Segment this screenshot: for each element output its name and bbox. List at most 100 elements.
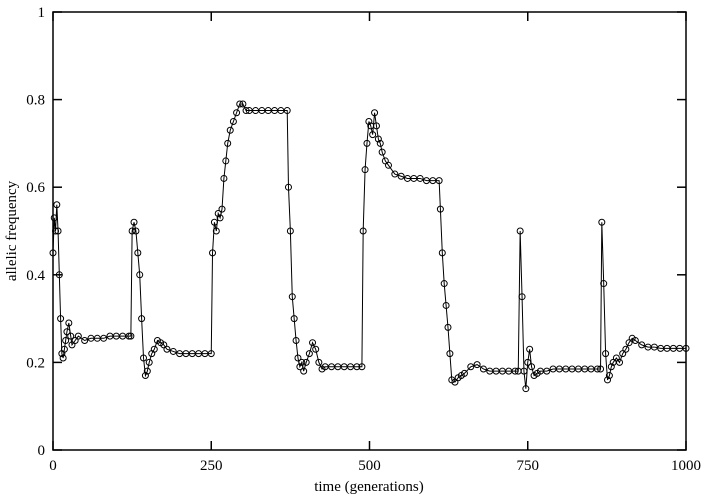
- point: [52, 227, 60, 235]
- point: [60, 345, 68, 353]
- x-axis-label: time (generations): [314, 479, 424, 495]
- point: [212, 227, 220, 235]
- point: [631, 337, 639, 344]
- point: [296, 363, 304, 371]
- point: [224, 139, 232, 147]
- point: [602, 350, 610, 358]
- point: [65, 319, 73, 327]
- point: [226, 126, 234, 134]
- point: [242, 107, 250, 115]
- point: [682, 344, 690, 352]
- point: [53, 201, 61, 209]
- point: [518, 293, 526, 301]
- point: [300, 367, 308, 375]
- point: [55, 271, 63, 279]
- point: [391, 170, 399, 178]
- point: [359, 227, 367, 235]
- point: [132, 227, 140, 235]
- point: [436, 205, 444, 213]
- point: [444, 323, 452, 331]
- y-tick-label: 1: [38, 5, 46, 21]
- point: [233, 109, 241, 117]
- x-tick-label: 500: [358, 458, 381, 474]
- point: [294, 354, 302, 362]
- point: [222, 157, 230, 165]
- point: [361, 166, 369, 174]
- point: [286, 227, 294, 235]
- point: [125, 332, 133, 340]
- point: [127, 332, 135, 340]
- point: [81, 337, 89, 344]
- point: [526, 345, 534, 353]
- y-tick-label: 0.2: [26, 355, 45, 371]
- point: [516, 227, 524, 235]
- point: [522, 385, 530, 393]
- point: [416, 174, 424, 182]
- point: [169, 347, 177, 355]
- point: [438, 249, 446, 257]
- point: [593, 365, 601, 373]
- x-tick-label: 250: [200, 458, 223, 474]
- point: [236, 100, 244, 108]
- point: [220, 174, 228, 182]
- point: [283, 107, 291, 115]
- point: [57, 315, 65, 323]
- point: [397, 172, 405, 180]
- point: [136, 271, 144, 279]
- point: [598, 218, 606, 226]
- point: [49, 249, 57, 257]
- point: [150, 345, 158, 353]
- point: [353, 363, 361, 371]
- point: [140, 354, 148, 362]
- point: [298, 358, 306, 366]
- point: [371, 109, 379, 117]
- point: [214, 209, 222, 217]
- point: [446, 350, 454, 358]
- point: [207, 350, 215, 358]
- point: [143, 367, 151, 375]
- point: [467, 363, 475, 371]
- point: [374, 135, 382, 143]
- point: [622, 345, 630, 353]
- point: [134, 249, 142, 257]
- point: [604, 376, 612, 384]
- point: [442, 301, 450, 309]
- point: [376, 139, 384, 147]
- point: [54, 227, 62, 235]
- point: [363, 139, 371, 147]
- point: [650, 343, 658, 351]
- plot-frame: [52, 11, 687, 451]
- point: [305, 350, 313, 358]
- x-tick-label: 750: [517, 458, 540, 474]
- point: [358, 363, 366, 371]
- point: [62, 337, 70, 344]
- y-tick-label: 0: [38, 443, 46, 459]
- point: [607, 363, 615, 371]
- point: [460, 369, 468, 377]
- point: [74, 332, 82, 340]
- point: [312, 345, 320, 353]
- x-tick-label: 1000: [671, 458, 701, 474]
- point: [138, 315, 146, 323]
- series-line: [52, 103, 686, 389]
- point: [597, 365, 605, 373]
- point: [239, 100, 247, 108]
- point: [473, 361, 481, 369]
- point: [372, 122, 380, 130]
- point: [600, 280, 608, 288]
- point: [315, 358, 323, 366]
- point: [440, 280, 448, 288]
- point: [369, 131, 377, 139]
- point: [216, 214, 224, 222]
- point: [67, 332, 75, 340]
- point: [435, 177, 443, 185]
- point: [378, 148, 386, 156]
- point: [100, 334, 108, 342]
- point: [524, 358, 532, 366]
- point: [229, 118, 237, 125]
- point: [479, 365, 487, 373]
- point: [616, 358, 624, 366]
- point: [284, 183, 292, 191]
- y-tick-label: 0.8: [26, 93, 45, 109]
- point: [605, 372, 613, 380]
